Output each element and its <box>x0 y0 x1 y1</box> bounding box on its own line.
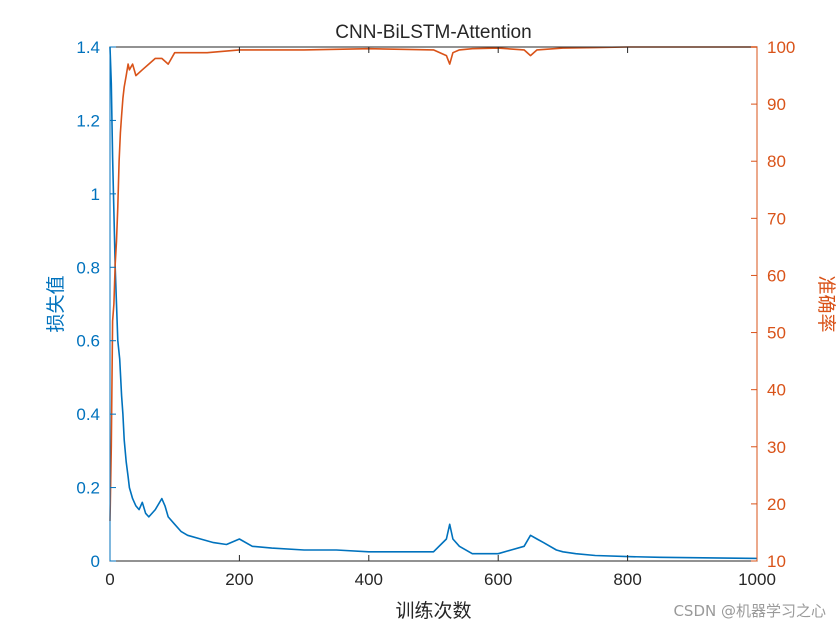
y-tick-label-left: 1.2 <box>76 111 100 130</box>
x-tick-label: 1000 <box>738 570 776 589</box>
y-tick-label-left: 0.2 <box>76 479 100 498</box>
plot-lines <box>109 46 758 560</box>
y-tick-label-right: 60 <box>767 266 786 285</box>
y-tick-label-left: 0.6 <box>76 332 100 351</box>
y-tick-label-right: 40 <box>767 381 786 400</box>
y-axis-label-right: 准确率 <box>815 275 837 332</box>
y-tick-label-right: 100 <box>767 38 795 57</box>
x-tick-label: 0 <box>105 570 114 589</box>
x-axis-label: 训练次数 <box>395 600 471 622</box>
y-tick-label-right: 20 <box>767 495 786 514</box>
y-tick-label-right: 80 <box>767 152 786 171</box>
accuracy-line <box>109 46 757 522</box>
y-tick-label-left: 0 <box>91 552 100 571</box>
y-tick-label-left: 0.8 <box>76 258 100 277</box>
x-tick-label: 200 <box>225 570 253 589</box>
y-tick-label-left: 1 <box>91 185 100 204</box>
y-tick-label-right: 70 <box>767 209 786 228</box>
y-tick-label-left: 0.4 <box>76 405 100 424</box>
y-tick-label-right: 90 <box>767 95 786 114</box>
y-tick-label-right: 10 <box>767 552 786 571</box>
y-tick-label-right: 30 <box>767 438 786 457</box>
ticks: 0 200 400 600 800 1000 0 0.2 0.4 0.6 0.8 1 1.2 1.4 10 2… <box>76 38 795 589</box>
chart-title: CNN-BiLSTM-Attention <box>335 22 531 43</box>
x-tick-label: 600 <box>484 570 512 589</box>
y-tick-label-right: 50 <box>767 324 786 343</box>
x-tick-label: 400 <box>355 570 383 589</box>
loss-line <box>109 46 758 560</box>
x-tick-label: 800 <box>613 570 641 589</box>
watermark: CSDN @机器学习之心 <box>673 602 826 620</box>
y-tick-label-left: 1.4 <box>76 38 100 57</box>
y-axis-label-left: 损失值 <box>45 275 67 332</box>
